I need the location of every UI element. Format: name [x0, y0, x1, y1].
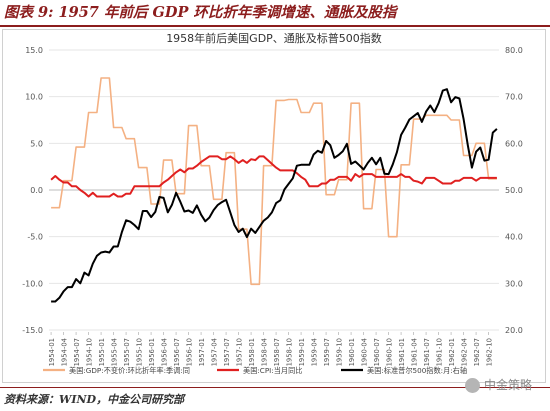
x-tick-label: 1962-04 [461, 338, 469, 366]
x-tick-label: 1957-04 [211, 338, 219, 366]
left-tick-label: 15.0 [25, 46, 43, 55]
x-tick-label: 1960-01 [348, 338, 356, 366]
left-tick-label: 0.0 [30, 186, 43, 195]
right-axis: 20.0 30.0 40.0 50.0 60.0 70.0 80.0 [505, 46, 523, 335]
x-tick-label: 1955-04 [111, 338, 119, 366]
left-tick-label: -15.0 [22, 326, 43, 335]
x-tick-label: 1958-01 [248, 338, 256, 366]
x-tick-label: 1955-07 [123, 338, 131, 366]
x-tick-label: 1956-07 [173, 338, 181, 366]
x-tick-label: 1954-01 [48, 338, 56, 366]
chart-svg: 1958年前后美国GDP、通胀及标普500指数 -15.0 -10.0 -5.0 0.… [22, 31, 523, 375]
x-tick-label: 1956-04 [161, 338, 169, 366]
right-tick-label: 50.0 [505, 186, 523, 195]
right-tick-label: 60.0 [505, 139, 523, 148]
wechat-icon [464, 377, 480, 393]
legend: 美国:GDP:不变价:环比折年率:季调:同 美国:CPI:当月同比 美国:标准普尔5… [43, 366, 467, 375]
x-tick-label: 1958-07 [273, 338, 281, 366]
source-note: 资料来源：WIND，中金公司研究部 [4, 393, 185, 406]
series-lines [50, 77, 498, 303]
x-axis: 1954-01 1954-04 1954-07 1954-10 1955-01 1955-… [48, 332, 494, 366]
x-tick-label: 1960-07 [373, 338, 381, 366]
left-axis: -15.0 -10.0 -5.0 0.0 5.0 10.0 15.0 [22, 46, 43, 335]
x-tick-label: 1961-10 [436, 338, 444, 366]
series-line-1 [51, 77, 497, 286]
x-tick-label: 1961-04 [411, 338, 419, 366]
x-tick-label: 1955-01 [98, 338, 106, 366]
series-line-2 [50, 155, 497, 198]
x-tick-label: 1958-04 [261, 338, 269, 366]
x-tick-label: 1960-04 [361, 338, 369, 366]
legend-label: 美国:标准普尔500指数:月:右轴 [367, 366, 467, 375]
x-tick-label: 1959-07 [323, 338, 331, 366]
x-tick-label: 1958-10 [286, 338, 294, 366]
legend-label: 美国:CPI:当月同比 [243, 366, 302, 375]
x-tick-label: 1956-10 [186, 338, 194, 366]
x-tick-label: 1959-04 [311, 338, 319, 366]
right-tick-label: 30.0 [505, 279, 523, 288]
left-tick-label: 5.0 [30, 139, 43, 148]
watermark: 中金策略 [464, 374, 532, 396]
x-tick-label: 1962-07 [473, 338, 481, 366]
x-tick-label: 1957-01 [198, 338, 206, 366]
left-tick-label: -5.0 [27, 233, 43, 242]
x-tick-label: 1961-01 [398, 338, 406, 366]
gridlines [49, 49, 499, 331]
left-tick-label: 10.0 [25, 93, 43, 102]
x-tick-label: 1954-07 [73, 338, 81, 366]
x-tick-label: 1961-07 [423, 338, 431, 366]
chart-title: 1958年前后美国GDP、通胀及标普500指数 [166, 31, 382, 45]
series-line-3 [51, 88, 498, 303]
left-tick-label: -10.0 [22, 279, 43, 288]
right-tick-label: 70.0 [505, 93, 523, 102]
x-tick-label: 1957-10 [236, 338, 244, 366]
x-tick-label: 1962-01 [448, 338, 456, 366]
x-tick-label: 1960-10 [386, 338, 394, 366]
x-tick-label: 1956-01 [148, 338, 156, 366]
right-tick-label: 40.0 [505, 233, 523, 242]
x-tick-label: 1954-10 [86, 338, 94, 366]
x-tick-label: 1959-10 [336, 338, 344, 366]
figure-caption: 图表 9: 1957 年前后 GDP 环比折年季调增速、通胀及股指 [4, 4, 397, 21]
legend-label: 美国:GDP:不变价:环比折年率:季调:同 [69, 366, 190, 375]
x-tick-label: 1954-04 [61, 338, 69, 366]
x-tick-label: 1959-01 [298, 338, 306, 366]
right-tick-label: 20.0 [505, 326, 523, 335]
watermark-text: 中金策略 [483, 378, 532, 392]
x-tick-label: 1957-07 [223, 338, 231, 366]
source-rule [0, 387, 550, 388]
chart-frame: 1958年前后美国GDP、通胀及标普500指数 -15.0 -10.0 -5.0 0.… [2, 29, 546, 383]
caption-rule [0, 25, 550, 27]
x-tick-label: 1962-10 [486, 338, 494, 366]
right-tick-label: 80.0 [505, 46, 523, 55]
x-tick-label: 1955-10 [136, 338, 144, 366]
